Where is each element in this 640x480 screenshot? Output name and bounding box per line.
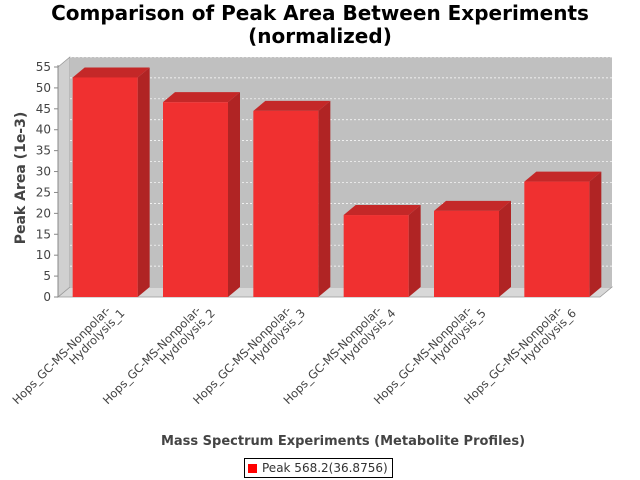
bar <box>524 181 590 297</box>
bar-side <box>589 171 602 297</box>
bar-top <box>72 67 150 78</box>
bar <box>343 215 409 297</box>
x-tick-label-line: Hops_GC-MS-Nonpolar- <box>9 303 113 407</box>
chart-title: Comparison of Peak Area Between Experime… <box>0 2 640 48</box>
bar <box>72 77 138 297</box>
y-tick-label: 30 <box>36 165 51 179</box>
bar-group <box>524 171 602 297</box>
bar-side <box>137 67 150 297</box>
plot-left-wall <box>57 56 71 298</box>
chart-title-line-2: (normalized) <box>248 24 392 48</box>
legend-label: Peak 568.2(36.8756) <box>262 461 388 475</box>
y-tick-label: 50 <box>36 81 51 95</box>
y-tick-label: 45 <box>36 102 51 116</box>
bar <box>434 210 499 297</box>
bar-group <box>253 100 331 297</box>
plot-back-wall <box>70 57 612 287</box>
bar <box>163 102 228 297</box>
bar-top <box>163 92 240 103</box>
plot-background <box>56 56 614 298</box>
bar-group <box>72 67 150 297</box>
y-tick-label: 20 <box>36 206 51 220</box>
bar-top <box>253 100 331 111</box>
y-axis: 0 5 10 15 20 25 30 35 40 45 50 55 <box>36 60 59 304</box>
y-tick-label: 40 <box>36 123 51 137</box>
bar-side <box>228 92 240 297</box>
bar <box>253 110 319 297</box>
x-axis-tick-labels: Hops_GC-MS-Nonpolar-Hydrolysis_1Hops_GC-… <box>9 303 579 407</box>
bar-side <box>318 100 331 297</box>
bar-group <box>343 205 421 297</box>
bar-top <box>434 200 511 211</box>
y-tick-label: 55 <box>36 60 51 74</box>
legend-swatch <box>248 463 257 473</box>
bar-side <box>499 200 511 297</box>
y-tick-label: 15 <box>36 227 51 241</box>
bar-top <box>343 205 421 216</box>
bars <box>72 67 602 297</box>
bar-group <box>163 92 240 297</box>
bar-top <box>524 171 602 182</box>
chart-title-line-1: Comparison of Peak Area Between Experime… <box>51 1 589 25</box>
bar-group <box>434 200 511 297</box>
x-axis-label: Mass Spectrum Experiments (Metabolite Pr… <box>161 434 525 449</box>
y-tick-label: 10 <box>36 248 51 262</box>
bar-side <box>408 205 421 297</box>
legend: Peak 568.2(36.8756) <box>244 458 393 478</box>
y-tick-label: 5 <box>43 269 51 283</box>
y-axis-label: Peak Area (1e-3) <box>13 112 29 245</box>
y-tick-label: 35 <box>36 144 51 158</box>
y-tick-label: 0 <box>43 290 51 304</box>
y-tick-label: 25 <box>36 185 51 199</box>
